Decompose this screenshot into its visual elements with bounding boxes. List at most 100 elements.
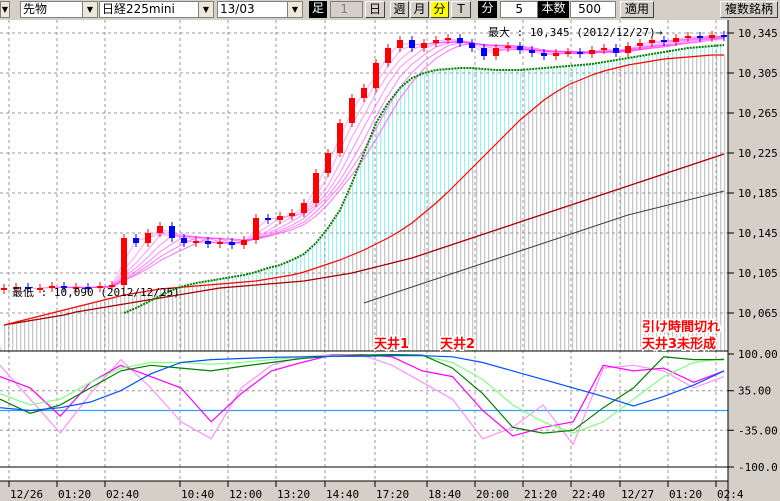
- x-tick-label: 13:20: [277, 488, 310, 501]
- multi-symbol-button[interactable]: 複数銘柄: [720, 1, 778, 18]
- candle-body: [301, 203, 307, 213]
- price-tick-label: 10,065: [738, 307, 778, 320]
- osc-tick-label: 100.00: [738, 348, 778, 361]
- apply-button[interactable]: 適用: [620, 1, 654, 18]
- candle-body: [289, 213, 295, 216]
- period-week-button[interactable]: 週: [390, 1, 409, 18]
- ribbon-ma-line: [99, 38, 725, 288]
- bar-count-spinner[interactable]: 1: [330, 1, 363, 18]
- candle-body: [193, 241, 199, 243]
- symbol-select[interactable]: 日経225mini: [99, 1, 214, 18]
- candle-body: [637, 43, 643, 46]
- candle-body: [685, 36, 691, 38]
- candle-body: [505, 46, 511, 48]
- cyan-fill-area: [184, 45, 724, 287]
- x-tick-label: 17:20: [376, 488, 409, 501]
- top1-annotation: 天井1: [374, 336, 409, 352]
- candle-body: [229, 242, 235, 245]
- candle-body: [181, 238, 187, 243]
- candle-body: [169, 226, 175, 238]
- symbol-dropdown-icon[interactable]: ▼: [198, 1, 214, 18]
- candle-body: [721, 35, 727, 37]
- candle-body: [61, 286, 67, 288]
- symbol-value: 日経225mini: [102, 2, 175, 16]
- note1-annotation: 引け時間切れ: [642, 319, 720, 335]
- candle-body: [265, 218, 271, 220]
- candle-body: [649, 40, 655, 43]
- candle-body: [157, 226, 163, 233]
- period-minute-button[interactable]: 分: [430, 1, 449, 18]
- candle-body: [565, 52, 571, 54]
- candle-body: [673, 38, 679, 42]
- x-tick-label: 01:20: [58, 488, 91, 501]
- candle-body: [13, 287, 19, 289]
- red-ma-line: [3, 54, 724, 326]
- candle-body: [529, 50, 535, 53]
- x-tick-label: 14:40: [326, 488, 359, 501]
- menu-dropdown-button[interactable]: ▼: [0, 1, 10, 18]
- minute-spinner[interactable]: 5: [500, 1, 538, 18]
- osc-tick-label: 35.00: [738, 385, 771, 398]
- osc-series-line: [0, 353, 724, 434]
- candle-body: [253, 218, 259, 240]
- candle-body: [37, 288, 43, 290]
- candle-body: [241, 240, 247, 245]
- candle-body: [469, 43, 475, 48]
- candle-body: [433, 40, 439, 43]
- market-value: 先物: [23, 2, 48, 16]
- x-tick-label: 22:40: [572, 488, 605, 501]
- candle-body: [661, 40, 667, 42]
- count-label: 本数: [538, 1, 569, 18]
- chart-area: 12/26 01:20 02:40 10:40 12:00 13:20 14:40 17:20…: [0, 20, 778, 501]
- period-tick-button[interactable]: T: [451, 1, 471, 18]
- minute-label: 分: [478, 1, 497, 18]
- toolbar: ▼ 先物 ▼ 日経225mini ▼ 13/03 ▼ 足 1 日 週 月 分 T…: [0, 0, 780, 20]
- long-ma-line: [3, 153, 725, 326]
- candle-body: [421, 43, 427, 48]
- osc-tick-label: -100.0: [738, 461, 778, 474]
- count-spinner[interactable]: 500: [570, 1, 616, 18]
- x-tick-label: 12/27: [621, 488, 654, 501]
- period-day-button[interactable]: 日: [365, 1, 385, 18]
- candle-body: [481, 48, 487, 56]
- candle-body: [625, 46, 631, 53]
- candle-body: [697, 36, 703, 38]
- ribbon-ma-line: [39, 35, 725, 289]
- candle-body: [97, 286, 103, 288]
- candle-body: [313, 173, 319, 203]
- candle-body: [109, 285, 115, 287]
- candle-body: [517, 46, 523, 50]
- candle-body: [385, 48, 391, 63]
- candle-body: [337, 123, 343, 153]
- contract-value: 13/03: [220, 2, 255, 16]
- market-dropdown-icon[interactable]: ▼: [82, 1, 98, 18]
- market-select[interactable]: 先物: [20, 1, 98, 18]
- candle-body: [85, 287, 91, 289]
- period-month-button[interactable]: 月: [410, 1, 429, 18]
- price-tick-label: 10,345: [738, 27, 778, 40]
- candle-body: [205, 241, 211, 244]
- x-tick-label: 20:00: [476, 488, 509, 501]
- candle-body: [397, 40, 403, 48]
- candle-body: [361, 88, 367, 98]
- gray-fill-area: [0, 55, 728, 351]
- max-annotation: 最大 : 10,345 (2012/12/27)→: [488, 25, 663, 39]
- candle-body: [49, 286, 55, 288]
- contract-dropdown-icon[interactable]: ▼: [287, 1, 303, 18]
- x-tick-label: 21:20: [524, 488, 557, 501]
- price-tick-label: 10,265: [738, 107, 778, 120]
- candle-body: [709, 35, 715, 38]
- price-tick-label: 10,145: [738, 227, 778, 240]
- candle-body: [121, 238, 127, 285]
- price-tick-label: 10,185: [738, 187, 778, 200]
- contract-select[interactable]: 13/03: [217, 1, 303, 18]
- osc-tick-label: -35.00: [738, 424, 778, 437]
- candle-body: [613, 48, 619, 53]
- candle-body: [577, 52, 583, 54]
- gray-ma-line: [363, 190, 725, 304]
- price-tick-label: 10,225: [738, 147, 778, 160]
- price-tick-label: 10,305: [738, 67, 778, 80]
- bar-label: 足: [309, 1, 327, 18]
- candle-body: [277, 216, 283, 220]
- candle-body: [349, 98, 355, 123]
